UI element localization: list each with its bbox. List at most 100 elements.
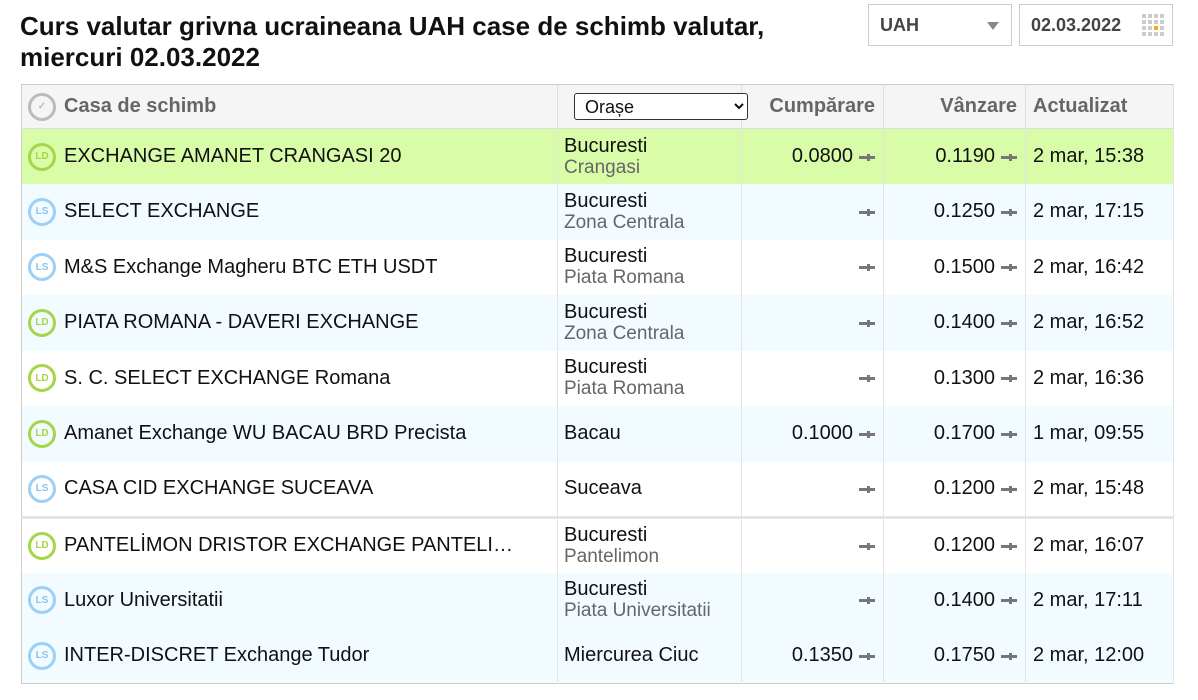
- trend-arrow-icon: [1001, 485, 1017, 493]
- table-row[interactable]: LS Luxor Universitatii Bucuresti Piata Univ…: [21, 572, 1174, 628]
- exchange-table: ✓ Casa de schimb Orașe Cumpărare Vânzare …: [21, 84, 1174, 684]
- ls-badge-icon: LS: [28, 586, 56, 615]
- updated-time: 2 mar, 16:42: [1025, 239, 1174, 295]
- city: Bucuresti: [564, 300, 648, 323]
- area: Zona Centrala: [564, 322, 685, 344]
- table-row[interactable]: LS M&S Exchange Magheru BTC ETH USDT Bucur…: [21, 239, 1174, 295]
- table-row[interactable]: LS SELECT EXCHANGE Bucuresti Zona Centrala 0…: [21, 184, 1174, 240]
- exchange-name[interactable]: EXCHANGE AMANET CRANGASI 20: [64, 145, 402, 167]
- header-sell[interactable]: Vânzare: [883, 84, 1026, 129]
- sell-rate: 0.1200: [933, 534, 995, 556]
- updated-time: 2 mar, 17:15: [1025, 184, 1174, 240]
- city: Bucuresti: [564, 578, 648, 601]
- currency-value: UAH: [880, 14, 919, 35]
- exchange-name[interactable]: Amanet Exchange WU BACAU BRD Precista: [64, 422, 467, 445]
- table-row[interactable]: LS INTER-DISCRET Exchange Tudor Miercurea …: [21, 628, 1174, 684]
- sell-rate: 0.1190: [935, 145, 995, 167]
- updated-time: 2 mar, 12:00: [1025, 628, 1174, 684]
- sell-rate: 0.1300: [933, 366, 995, 389]
- area: Crangasi: [564, 156, 641, 178]
- city-filter-select[interactable]: Orașe: [574, 93, 748, 120]
- trend-arrow-icon: [1001, 652, 1017, 660]
- trend-arrow-icon: [859, 542, 875, 550]
- area: Piata Romana: [564, 378, 685, 400]
- trend-arrow-icon: [859, 208, 875, 216]
- city: Bucuresti: [564, 356, 648, 379]
- trend-arrow-icon: [859, 375, 875, 383]
- sell-rate: 0.1700: [933, 422, 995, 445]
- updated-time: 2 mar, 15:48: [1025, 461, 1174, 517]
- table-row[interactable]: LS CASA CID EXCHANGE SUCEAVA Suceava 0.1200…: [21, 461, 1174, 517]
- page-title: Curs valutar grivna ucraineana UAH case …: [20, 11, 765, 72]
- buy-rate: 0.0800: [791, 145, 853, 167]
- table-row[interactable]: LD PIATA ROMANA - DAVERI EXCHANGE Bucurest…: [21, 295, 1174, 351]
- updated-time: 2 mar, 16:07: [1025, 515, 1174, 573]
- ld-badge-icon: LD: [28, 419, 56, 448]
- exchange-name[interactable]: CASA CID EXCHANGE SUCEAVA: [64, 477, 374, 499]
- table-row[interactable]: LD PANTELİMON DRISTOR EXCHANGE PANTELI… Bu…: [21, 515, 1174, 573]
- trend-arrow-icon: [859, 597, 875, 605]
- city: Bacau: [564, 422, 621, 445]
- table-row[interactable]: LD Amanet Exchange WU BACAU BRD Precista B…: [21, 406, 1174, 462]
- sell-rate: 0.1200: [933, 477, 995, 499]
- trend-arrow-icon: [1001, 375, 1017, 383]
- exchange-name[interactable]: INTER-DISCRET Exchange Tudor: [64, 644, 370, 666]
- table-row[interactable]: LD EXCHANGE AMANET CRANGASI 20 Bucuresti Cr…: [21, 128, 1174, 184]
- ls-badge-icon: LS: [28, 641, 56, 670]
- sell-rate: 0.1400: [933, 588, 995, 611]
- trend-arrow-icon: [859, 485, 875, 493]
- ld-badge-icon: LD: [28, 531, 56, 560]
- table-header: ✓ Casa de schimb Orașe Cumpărare Vânzare …: [21, 84, 1174, 129]
- exchange-name[interactable]: Luxor Universitatii: [64, 588, 223, 611]
- clock-icon: ✓: [28, 92, 56, 121]
- trend-arrow-icon: [859, 652, 875, 660]
- sell-rate: 0.1750: [933, 644, 995, 666]
- calendar-icon[interactable]: [1142, 14, 1164, 36]
- updated-time: 2 mar, 16:52: [1025, 295, 1174, 351]
- trend-arrow-icon: [1001, 264, 1017, 272]
- header-name[interactable]: Casa de schimb: [64, 95, 217, 117]
- updated-time: 2 mar, 16:36: [1025, 350, 1174, 406]
- updated-time: 2 mar, 17:11: [1025, 572, 1174, 628]
- exchange-name[interactable]: M&S Exchange Magheru BTC ETH USDT: [64, 255, 438, 278]
- city: Bucuresti: [564, 134, 648, 157]
- city: Miercurea Ciuc: [564, 644, 699, 666]
- trend-arrow-icon: [1001, 542, 1017, 550]
- date-value: 02.03.2022: [1031, 14, 1122, 35]
- city: Bucuresti: [564, 245, 648, 268]
- exchange-name[interactable]: SELECT EXCHANGE: [64, 200, 260, 223]
- ls-badge-icon: LS: [28, 197, 56, 226]
- updated-time: 2 mar, 15:38: [1025, 128, 1174, 184]
- date-picker[interactable]: 02.03.2022: [1019, 4, 1173, 46]
- trend-arrow-icon: [859, 430, 875, 438]
- trend-arrow-icon: [859, 153, 875, 161]
- sell-rate: 0.1500: [933, 255, 995, 278]
- header-buy[interactable]: Cumpărare: [741, 84, 884, 129]
- area: Piata Romana: [564, 267, 685, 289]
- trend-arrow-icon: [1001, 430, 1017, 438]
- updated-time: 1 mar, 09:55: [1025, 406, 1174, 462]
- ld-badge-icon: LD: [28, 142, 56, 171]
- ld-badge-icon: LD: [28, 308, 56, 337]
- header-updated[interactable]: Actualizat: [1025, 84, 1174, 129]
- trend-arrow-icon: [1001, 208, 1017, 216]
- currency-select[interactable]: UAH: [868, 4, 1012, 46]
- exchange-name[interactable]: PANTELİMON DRISTOR EXCHANGE PANTELI…: [64, 534, 513, 556]
- exchange-name[interactable]: PIATA ROMANA - DAVERI EXCHANGE: [64, 311, 419, 334]
- exchange-name[interactable]: S. C. SELECT EXCHANGE Romana: [64, 366, 391, 389]
- trend-arrow-icon: [859, 319, 875, 327]
- buy-rate: 0.1000: [791, 422, 853, 445]
- city: Suceava: [564, 477, 642, 499]
- dropdown-arrow-icon: [987, 22, 999, 30]
- trend-arrow-icon: [859, 264, 875, 272]
- area: Piata Universitatii: [564, 600, 711, 622]
- ls-badge-icon: LS: [28, 253, 56, 282]
- ld-badge-icon: LD: [28, 364, 56, 393]
- trend-arrow-icon: [1001, 153, 1017, 161]
- table-row[interactable]: LD S. C. SELECT EXCHANGE Romana Bucuresti P…: [21, 350, 1174, 406]
- buy-rate: 0.1350: [791, 644, 853, 666]
- area: Pantelimon: [564, 545, 660, 567]
- trend-arrow-icon: [1001, 319, 1017, 327]
- sell-rate: 0.1250: [933, 200, 995, 223]
- ls-badge-icon: LS: [28, 474, 56, 503]
